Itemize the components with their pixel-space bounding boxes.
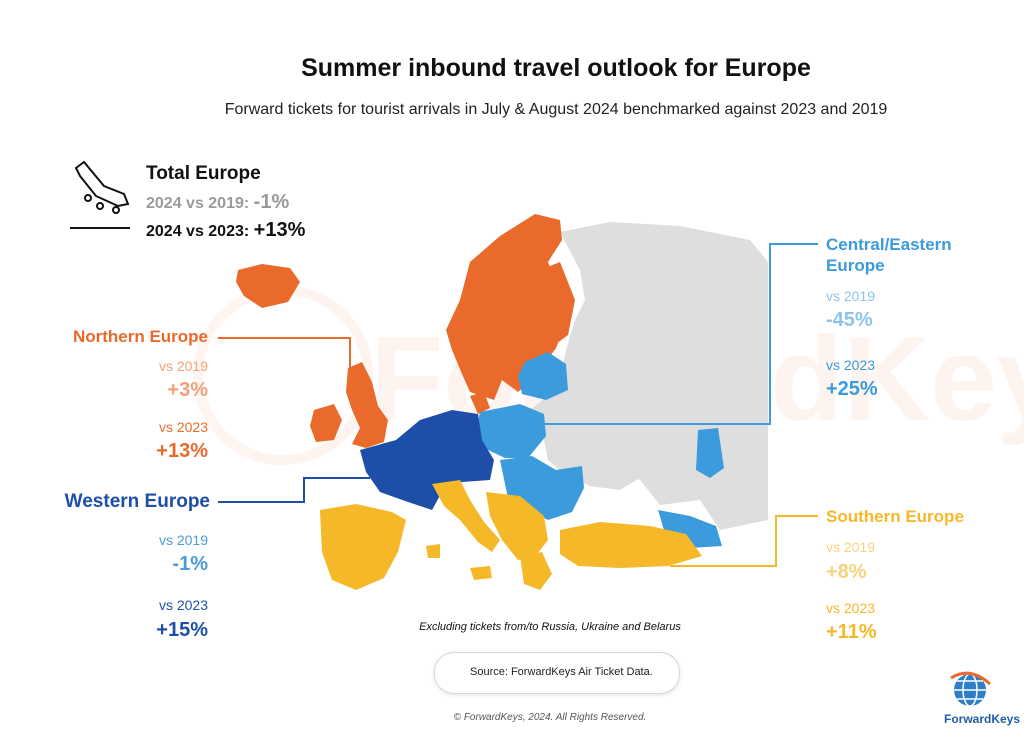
central-vs-2019-value: -45%	[826, 309, 873, 331]
southern-vs-2019-value: +8%	[826, 561, 867, 583]
leader-line-northern	[218, 337, 351, 380]
western-europe-label: Western Europe	[64, 491, 210, 512]
region-central-eastern-europe	[476, 352, 724, 548]
southern-vs-2023-label: vs 2023	[826, 600, 876, 616]
central-vs-2023-label: vs 2023	[826, 357, 876, 373]
western-vs-2023-label: vs 2023	[158, 597, 208, 613]
northern-vs-2019-value: +3%	[167, 379, 208, 401]
western-vs-2023-value: +15%	[156, 619, 208, 641]
total-vs-2019-label: 2024 vs 2019:	[146, 195, 250, 212]
region-southern-europe	[320, 480, 702, 590]
central-europe-label-line2: Europe	[826, 256, 885, 275]
northern-vs-2019-label: vs 2019	[158, 358, 208, 374]
total-vs-2023-value: +13%	[253, 219, 306, 241]
page-subtitle: Forward tickets for tourist arrivals in …	[224, 101, 888, 118]
total-vs-2023-label: 2024 vs 2023:	[146, 223, 250, 240]
central-europe-label-line1: Central/Eastern	[826, 235, 952, 254]
exclusion-note: Excluding tickets from/to Russia, Ukrain…	[419, 621, 681, 633]
western-vs-2019-value: -1%	[172, 553, 208, 575]
total-vs-2019: 2024 vs 2019: -1%	[146, 191, 289, 214]
region-western-europe	[360, 410, 494, 510]
globe-logo-icon	[950, 671, 992, 707]
page-title: Summer inbound travel outlook for Europe	[301, 54, 811, 82]
airplane-landing-icon	[70, 160, 130, 229]
total-europe-title: Total Europe	[146, 163, 261, 184]
brand-logo-text: ForwardKeys	[944, 712, 1021, 726]
northern-vs-2023-value: +13%	[156, 440, 208, 462]
leader-line-southern	[670, 515, 818, 567]
total-vs-2023: 2024 vs 2023: +13%	[146, 219, 305, 242]
leader-line-central	[540, 243, 818, 425]
northern-europe-label: Northern Europe	[72, 327, 208, 346]
central-vs-2019-label: vs 2019	[826, 288, 876, 304]
total-vs-2019-value: -1%	[253, 191, 290, 213]
source-box	[434, 652, 680, 694]
western-vs-2019-label: vs 2019	[158, 532, 208, 548]
southern-europe-label: Southern Europe	[826, 507, 964, 526]
southern-vs-2019-label: vs 2019	[826, 539, 876, 555]
central-vs-2023-value: +25%	[826, 378, 878, 400]
leader-line-western	[218, 477, 370, 503]
southern-vs-2023-value: +11%	[826, 621, 877, 643]
source-text: Source: ForwardKeys Air Ticket Data.	[470, 666, 653, 678]
northern-vs-2023-label: vs 2023	[158, 419, 208, 435]
region-northern-europe	[236, 214, 575, 448]
copyright: © ForwardKeys, 2024. All Rights Reserved…	[453, 712, 647, 723]
